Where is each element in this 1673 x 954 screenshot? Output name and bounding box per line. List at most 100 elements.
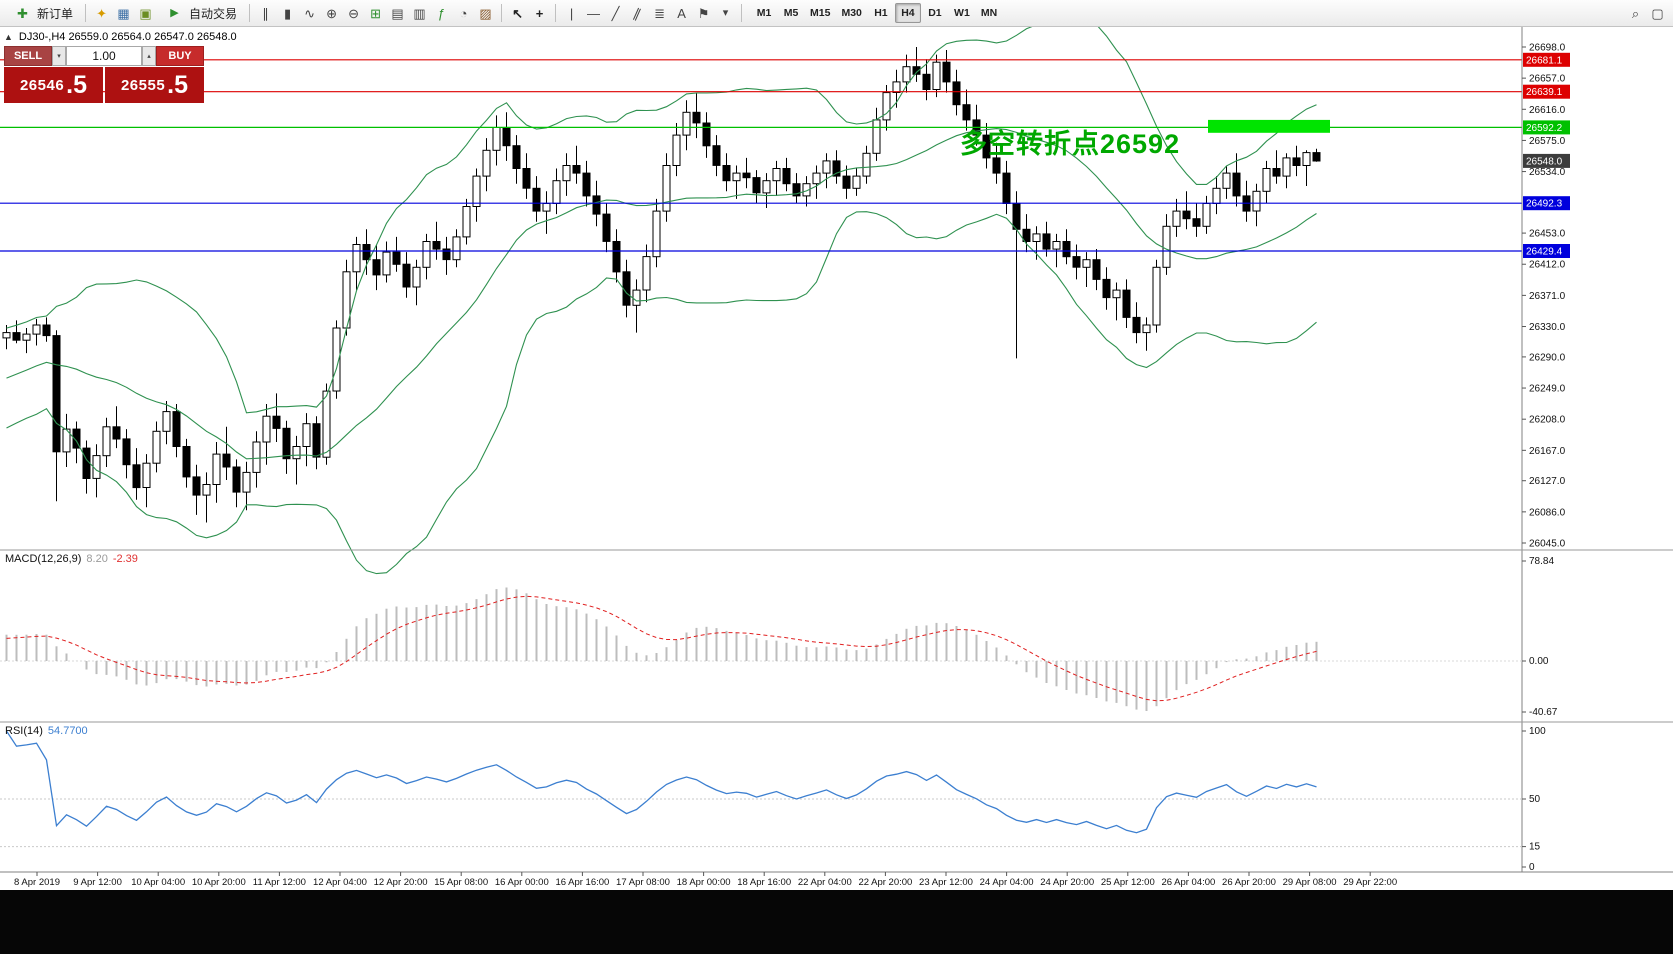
price-badge bbox=[1523, 84, 1570, 99]
timeframe-m30-button[interactable]: M30 bbox=[836, 3, 866, 23]
sell-button[interactable]: SELL bbox=[4, 46, 52, 66]
svg-text:-40.67: -40.67 bbox=[1529, 707, 1558, 718]
timeframe-h1-button[interactable]: H1 bbox=[868, 3, 894, 23]
zoom-in-icon[interactable]: ⊕ bbox=[321, 3, 342, 24]
time-axis[interactable]: 8 Apr 2019 9 Apr 12:00 10 Apr 04:00 10 Apr … bbox=[0, 871, 1673, 888]
sell-price-display[interactable]: 26546 .5 bbox=[4, 67, 103, 103]
macd-panel: 78.84 0.00 -40.67 bbox=[0, 549, 1673, 718]
timeframe-mn-button[interactable]: MN bbox=[976, 3, 1002, 23]
buy-button[interactable]: BUY bbox=[156, 46, 204, 66]
svg-text:50: 50 bbox=[1529, 794, 1541, 805]
trendline-icon[interactable]: ╱ bbox=[605, 3, 626, 24]
macd-histogram bbox=[5, 587, 1318, 711]
tile-windows-icon[interactable]: ▤ bbox=[387, 3, 408, 24]
svg-text:22 Apr 20:00: 22 Apr 20:00 bbox=[858, 877, 912, 888]
svg-text:10 Apr 20:00: 10 Apr 20:00 bbox=[192, 877, 246, 888]
buy-price-main: 26555 bbox=[120, 76, 166, 94]
market-watch-icon[interactable]: ▦ bbox=[113, 3, 134, 24]
buy-price-display[interactable]: 26555 .5 bbox=[105, 67, 204, 103]
macd-value-1: 8.20 bbox=[86, 553, 108, 565]
candles-layer bbox=[2, 47, 1321, 523]
svg-text:26412.0: 26412.0 bbox=[1529, 260, 1566, 271]
buy-price-pips: .5 bbox=[167, 70, 189, 99]
rsi-value: 54.7700 bbox=[47, 725, 88, 737]
shapes-dropdown-icon[interactable]: ▾ bbox=[715, 3, 736, 24]
timeframe-group: M1 M5 M15 M30 H1 H4 D1 W1 MN bbox=[751, 3, 1002, 23]
svg-text:17 Apr 08:00: 17 Apr 08:00 bbox=[616, 877, 670, 888]
horizontal-line-icon[interactable]: — bbox=[583, 3, 604, 24]
macd-signal-line bbox=[6, 595, 1317, 702]
candlestick-chart-icon[interactable]: ▮ bbox=[277, 3, 298, 24]
trade-controls-row: SELL ▾ ▴ BUY bbox=[4, 46, 204, 66]
svg-text:11 Apr 12:00: 11 Apr 12:00 bbox=[253, 877, 306, 888]
volume-input[interactable] bbox=[66, 46, 142, 66]
line-chart-icon[interactable]: ∿ bbox=[299, 3, 320, 24]
trade-prices-row: 26546 .5 26555 .5 bbox=[4, 67, 204, 103]
chart-title: DJ30-,H4 26559.0 26564.0 26547.0 26548.0 bbox=[18, 31, 237, 43]
terminal-icon[interactable]: ▣ bbox=[135, 3, 156, 24]
vertical-line-icon[interactable]: | bbox=[561, 3, 582, 24]
timeframe-m1-button[interactable]: M1 bbox=[751, 3, 777, 23]
svg-text:26698.0: 26698.0 bbox=[1529, 43, 1566, 54]
svg-text:26453.0: 26453.0 bbox=[1529, 229, 1566, 240]
svg-text:26492.3: 26492.3 bbox=[1526, 199, 1563, 210]
windows-icon[interactable]: ▢ bbox=[1647, 3, 1668, 24]
highlight-rectangle[interactable] bbox=[1208, 119, 1330, 133]
auto-trading-button[interactable]: ▶ 自动交易 bbox=[157, 2, 244, 24]
timeframe-m5-button[interactable]: M5 bbox=[778, 3, 804, 23]
new-order-label: 新订单 bbox=[37, 6, 74, 21]
bar-chart-icon[interactable]: ∥ bbox=[255, 3, 276, 24]
timeframe-h4-button[interactable]: H4 bbox=[894, 3, 921, 23]
indicators-icon[interactable]: ƒ bbox=[431, 3, 452, 24]
toolbar-separator bbox=[249, 4, 251, 22]
rsi-name: RSI(14) bbox=[5, 725, 43, 737]
text-tool-icon[interactable]: A bbox=[671, 3, 692, 24]
cascade-windows-icon[interactable]: ▥ bbox=[409, 3, 430, 24]
timeframe-d1-button[interactable]: D1 bbox=[922, 3, 948, 23]
fibonacci-icon[interactable]: ≣ bbox=[649, 3, 670, 24]
svg-text:26045.0: 26045.0 bbox=[1529, 539, 1566, 550]
bottom-strip bbox=[0, 890, 1673, 954]
channel-icon[interactable]: ∥ bbox=[627, 3, 648, 24]
timeframe-m15-button[interactable]: M15 bbox=[805, 3, 835, 23]
svg-text:8 Apr 2019: 8 Apr 2019 bbox=[14, 877, 60, 888]
one-click-panel-toggle[interactable]: ▲ bbox=[4, 32, 13, 42]
search-icon[interactable]: ⌕ bbox=[1625, 3, 1646, 24]
grid-icon[interactable]: ⊞ bbox=[365, 3, 386, 24]
crosshair-icon[interactable]: + bbox=[529, 3, 550, 24]
zoom-out-icon[interactable]: ⊖ bbox=[343, 3, 364, 24]
svg-text:26548.0: 26548.0 bbox=[1526, 156, 1563, 167]
chart-annotation-text[interactable]: 多空转折点26592 bbox=[960, 129, 1181, 159]
volume-increase-button[interactable]: ▴ bbox=[142, 46, 156, 66]
svg-text:24 Apr 20:00: 24 Apr 20:00 bbox=[1040, 877, 1094, 888]
rsi-indicator-label: RSI(14) 54.7700 bbox=[5, 725, 88, 737]
macd-name: MACD(12,26,9) bbox=[5, 553, 82, 565]
svg-text:26 Apr 04:00: 26 Apr 04:00 bbox=[1161, 877, 1215, 888]
price-scale[interactable]: 26698.0 26657.0 26616.0 26575.0 26534.0 26453… bbox=[1521, 27, 1570, 872]
svg-text:26575.0: 26575.0 bbox=[1529, 136, 1566, 147]
toolbar-separator bbox=[501, 4, 503, 22]
timeframe-w1-button[interactable]: W1 bbox=[949, 3, 975, 23]
navigator-icon[interactable]: ✦ bbox=[91, 3, 112, 24]
svg-text:16 Apr 00:00: 16 Apr 00:00 bbox=[495, 877, 549, 888]
svg-text:0.00: 0.00 bbox=[1529, 656, 1549, 667]
volume-decrease-button[interactable]: ▾ bbox=[52, 46, 66, 66]
svg-text:10 Apr 04:00: 10 Apr 04:00 bbox=[131, 877, 185, 888]
rsi-panel: 100 50 15 0 bbox=[0, 721, 1673, 873]
svg-text:12 Apr 04:00: 12 Apr 04:00 bbox=[313, 877, 367, 888]
macd-value-2: -2.39 bbox=[112, 553, 138, 565]
svg-text:18 Apr 16:00: 18 Apr 16:00 bbox=[737, 877, 791, 888]
one-click-trade-panel: SELL ▾ ▴ BUY 26546 .5 26555 .5 bbox=[4, 46, 204, 103]
svg-text:12 Apr 20:00: 12 Apr 20:00 bbox=[374, 877, 428, 888]
svg-text:26429.4: 26429.4 bbox=[1526, 247, 1563, 258]
sell-price-main: 26546 bbox=[19, 76, 65, 94]
new-order-icon: ✚ bbox=[17, 5, 28, 21]
new-order-button[interactable]: ✚ 新订单 bbox=[5, 2, 80, 24]
svg-text:100: 100 bbox=[1529, 726, 1546, 737]
templates-icon[interactable]: ▨ bbox=[475, 3, 496, 24]
arrows-tool-icon[interactable]: ⚑ bbox=[693, 3, 714, 24]
periods-icon[interactable]: ◔ bbox=[453, 3, 474, 24]
cursor-icon[interactable]: ↖ bbox=[507, 3, 528, 24]
svg-text:26371.0: 26371.0 bbox=[1529, 291, 1566, 302]
